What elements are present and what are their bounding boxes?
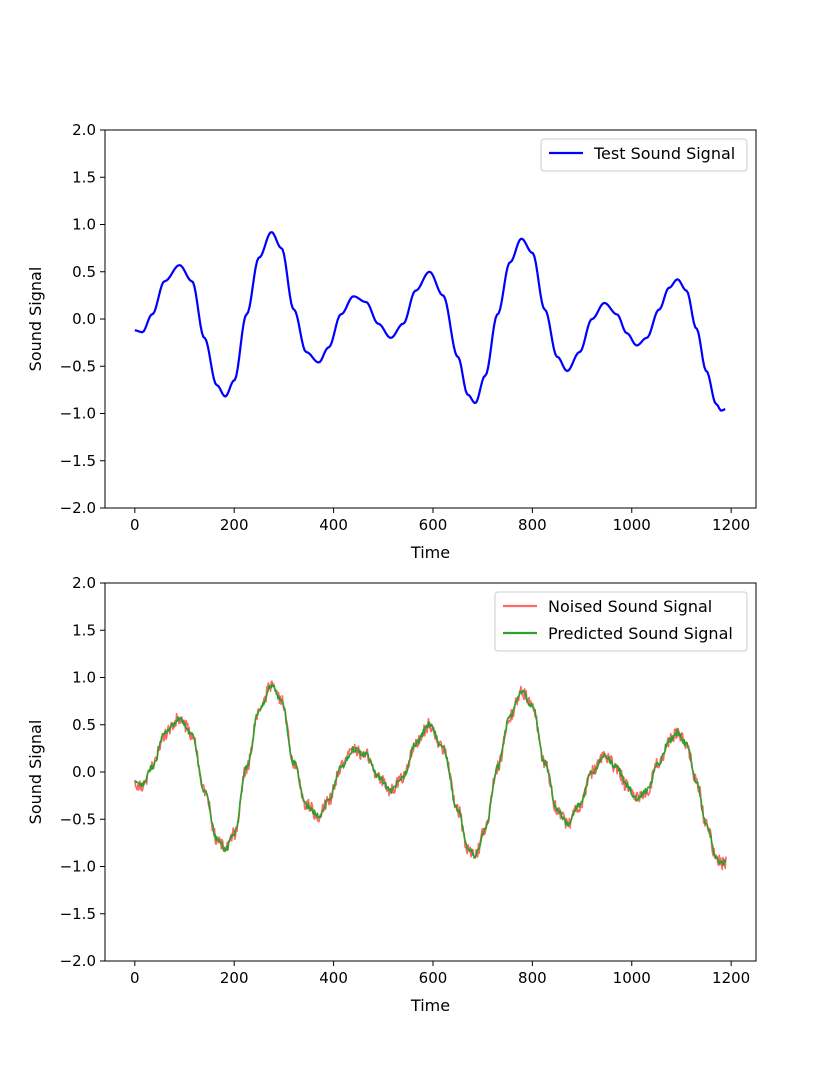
y-tick-label: −1.0 (60, 858, 96, 876)
y-tick-label: 1.0 (72, 669, 96, 687)
y-tick-label: 0.5 (72, 263, 96, 281)
x-tick-label: 600 (419, 516, 448, 534)
x-tick-label: 200 (220, 969, 249, 987)
y-tick-label: 0.0 (72, 763, 96, 781)
x-tick-label: 0 (130, 516, 140, 534)
bottom-chart: 0 200 400 600 800 1000 1200 −2.0 −1.5 −1.0 −0.5 0.0… (26, 574, 757, 1015)
x-tick-label: 400 (319, 516, 348, 534)
x-tick-label: 1000 (613, 516, 651, 534)
legend-label: Noised Sound Signal (548, 597, 712, 616)
x-tick-label: 200 (220, 516, 249, 534)
legend-label: Predicted Sound Signal (548, 624, 733, 643)
y-tick-label: 0.5 (72, 716, 96, 734)
series-line-test-sound-signal (134, 231, 726, 412)
x-tick-label: 1000 (613, 969, 651, 987)
x-axis-title: Time (410, 543, 450, 562)
y-tick-label: 2.0 (72, 121, 96, 139)
x-tick-label: 800 (518, 516, 547, 534)
legend-label: Test Sound Signal (593, 144, 735, 163)
legend-box (540, 138, 748, 172)
y-tick-label: −0.5 (60, 810, 96, 828)
x-tick-label: 400 (319, 969, 348, 987)
y-tick-label: −2.0 (60, 499, 96, 517)
y-tick-label: 1.0 (72, 216, 96, 234)
y-tick-label: 0.0 (72, 310, 96, 328)
y-tick-label: −1.5 (60, 905, 96, 923)
y-axis-title: Sound Signal (26, 267, 45, 372)
top-chart: 0 200 400 600 800 1000 1200 −2.0 −1.5 −1.0 −0.5 0.0… (26, 121, 757, 562)
y-tick-label: −2.0 (60, 952, 96, 970)
y-tick-label: −0.5 (60, 357, 96, 375)
x-tick-label: 600 (419, 969, 448, 987)
x-axis-title: Time (410, 996, 450, 1015)
legend: Noised Sound Signal Predicted Sound Signa… (494, 591, 748, 652)
legend-box (494, 591, 748, 652)
y-tick-label: 1.5 (72, 168, 96, 186)
y-tick-label: 1.5 (72, 621, 96, 639)
x-tick-label: 0 (130, 969, 140, 987)
series-line-noised-sound-signal (134, 680, 727, 871)
y-axis-title: Sound Signal (26, 720, 45, 825)
y-tick-label: 2.0 (72, 574, 96, 592)
legend: Test Sound Signal (540, 138, 748, 172)
x-tick-label: 1200 (712, 969, 750, 987)
y-tick-label: −1.0 (60, 405, 96, 423)
x-tick-label: 800 (518, 969, 547, 987)
x-tick-label: 1200 (712, 516, 750, 534)
y-tick-label: −1.5 (60, 452, 96, 470)
series-line-predicted-sound-signal (134, 683, 727, 866)
